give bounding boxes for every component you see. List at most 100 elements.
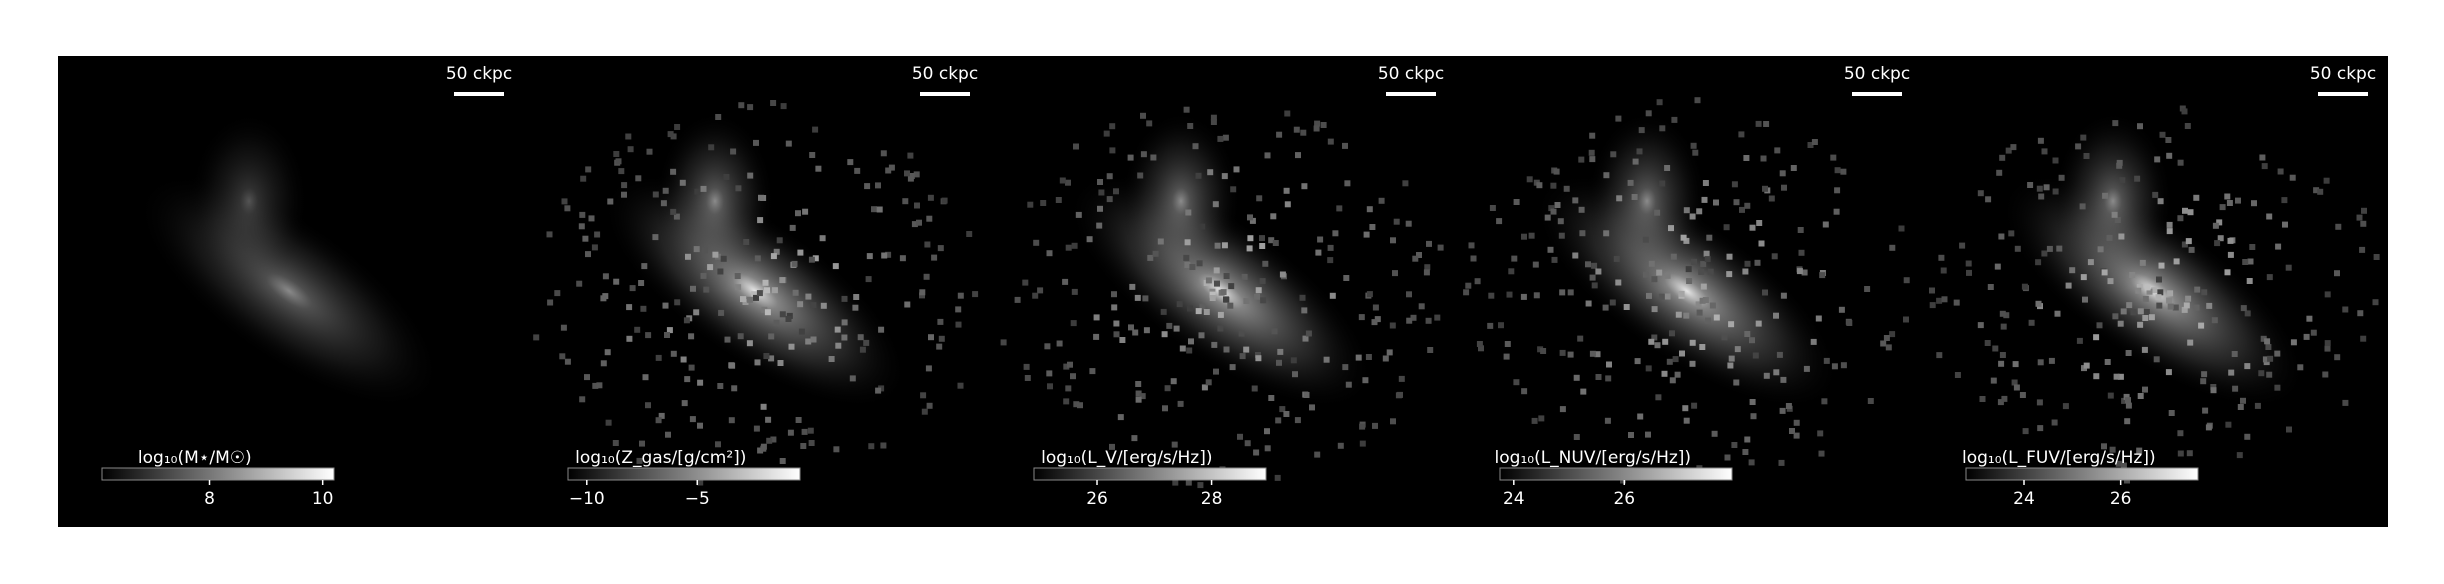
map-pixel xyxy=(1838,306,1845,313)
map-pixel xyxy=(1528,232,1535,239)
map-pixel xyxy=(1127,154,1134,161)
map-pixel xyxy=(1762,289,1768,296)
map-pixel xyxy=(1032,292,1039,299)
map-pixel xyxy=(1128,324,1134,331)
map-pixel xyxy=(2065,282,2072,289)
map-pixel xyxy=(2166,221,2173,228)
map-pixel xyxy=(559,353,566,360)
map-pixel xyxy=(729,362,736,369)
map-pixel xyxy=(666,327,673,334)
map-pixel xyxy=(646,148,653,155)
map-pixel xyxy=(546,231,553,238)
map-pixel xyxy=(2251,200,2257,207)
map-pixel xyxy=(1097,205,1103,212)
map-pixel xyxy=(2177,215,2184,222)
map-pixel xyxy=(2043,184,2050,191)
map-pixel xyxy=(1781,184,1787,191)
map-pixel xyxy=(720,255,727,262)
map-pixel xyxy=(1392,270,1398,277)
map-pixel xyxy=(1959,242,1966,249)
map-pixel xyxy=(1217,325,1224,332)
map-pixel xyxy=(1713,199,1719,206)
map-pixel xyxy=(1205,277,1212,284)
map-pixel xyxy=(841,334,848,341)
map-pixel xyxy=(815,165,822,172)
map-pixel xyxy=(1132,329,1139,336)
map-pixel xyxy=(2083,153,2090,159)
map-pixel xyxy=(1198,332,1205,339)
map-pixel xyxy=(2054,310,2061,317)
map-pixel xyxy=(760,403,767,410)
map-pixel xyxy=(2137,321,2144,328)
map-pixel xyxy=(2342,399,2349,406)
map-pixel xyxy=(1503,353,1510,360)
map-pixel xyxy=(652,234,659,241)
map-pixel xyxy=(2052,188,2059,195)
map-pixel xyxy=(1243,298,1250,304)
map-pixel xyxy=(2121,397,2128,404)
map-pixel xyxy=(2274,384,2281,391)
map-pixel xyxy=(2069,267,2076,274)
map-pixel xyxy=(2041,148,2048,155)
map-pixel xyxy=(1406,317,1413,324)
map-pixel xyxy=(660,200,667,207)
map-pixel xyxy=(810,302,817,309)
map-pixel xyxy=(1327,138,1334,145)
map-pixel xyxy=(612,440,619,446)
map-pixel xyxy=(1027,201,1034,208)
map-pixel xyxy=(1309,404,1315,411)
map-pixel xyxy=(2177,430,2184,437)
map-pixel xyxy=(1686,278,1693,284)
map-pixel xyxy=(1277,348,1284,355)
map-pixel xyxy=(1651,276,1658,283)
map-pixel xyxy=(926,215,933,222)
map-pixel xyxy=(1727,362,1734,369)
map-pixel xyxy=(812,126,819,133)
map-pixel xyxy=(600,360,607,367)
map-pixel xyxy=(1634,358,1641,365)
map-pixel xyxy=(641,263,648,270)
map-pixel xyxy=(753,425,760,432)
map-pixel xyxy=(1733,199,1740,206)
map-pixel xyxy=(1550,208,1557,215)
map-pixel xyxy=(2107,392,2114,399)
map-pixel xyxy=(1779,407,1786,414)
map-pixel xyxy=(2275,243,2282,250)
map-pixel xyxy=(2274,350,2281,357)
map-pixel xyxy=(2310,329,2317,336)
map-pixel xyxy=(859,346,866,353)
map-pixel xyxy=(2173,258,2180,265)
map-pixel xyxy=(1221,242,1228,249)
map-pixel xyxy=(770,253,777,260)
map-pixel xyxy=(1089,368,1096,375)
map-pixel xyxy=(771,287,778,294)
map-pixel xyxy=(1929,302,1936,309)
map-pixel xyxy=(1631,194,1638,200)
map-pixel xyxy=(1723,224,1730,231)
map-pixel xyxy=(1595,268,1602,275)
colorbar-tick-label: 26 xyxy=(2110,489,2132,509)
map-pixel xyxy=(1336,205,1343,212)
map-pixel xyxy=(2151,287,2158,294)
colorbar-tick-label: 26 xyxy=(1613,489,1635,509)
map-pixel xyxy=(1670,253,1677,260)
map-pixel xyxy=(747,104,754,111)
map-pixel xyxy=(1033,239,1040,246)
map-pixel xyxy=(1623,304,1630,310)
map-pixel xyxy=(1119,337,1126,343)
map-pixel xyxy=(1796,268,1803,275)
map-pixel xyxy=(662,302,669,309)
map-pixel xyxy=(1342,142,1348,149)
map-pixel xyxy=(1109,443,1115,450)
map-pixel xyxy=(2206,302,2213,309)
map-pixel xyxy=(2008,230,2015,237)
map-pixel xyxy=(753,139,759,146)
map-pixel xyxy=(2012,361,2019,368)
map-pixel xyxy=(1659,125,1666,132)
map-pixel xyxy=(1220,289,1227,296)
map-pixel xyxy=(693,246,700,253)
map-pixel xyxy=(1609,299,1616,306)
map-pixel xyxy=(1290,357,1297,364)
map-pixel xyxy=(2356,214,2363,221)
map-pixel xyxy=(1661,370,1668,377)
